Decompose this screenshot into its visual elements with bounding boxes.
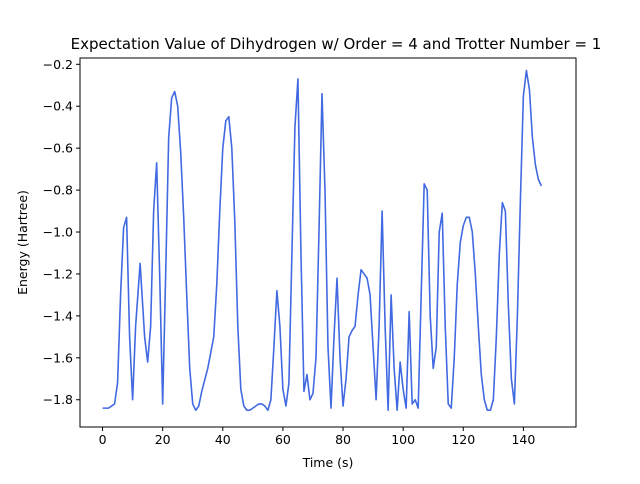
series-layer [102,69,543,412]
y-tick-label: −0.4 [43,99,73,114]
y-tick-label: −1.8 [43,392,73,407]
x-tick-label: 80 [335,432,351,447]
x-tick-label: 0 [99,432,107,447]
x-tick-label: 40 [215,432,231,447]
y-tick-label: −0.6 [43,141,73,156]
y-tick-label: −0.2 [43,57,73,72]
x-tick-label: 60 [275,432,291,447]
y-tick-label: −1.4 [43,308,73,323]
y-tick-label: −0.8 [43,183,73,198]
x-tick-label: 20 [155,432,171,447]
x-axis: 0 20 40 60 80 100 120 140 [99,427,535,447]
series-line-0 [102,69,543,412]
x-tick-label: 140 [511,432,535,447]
y-tick-label: −1.2 [43,266,73,281]
y-tick-label: −1.6 [43,350,73,365]
x-tick-label: 120 [451,432,475,447]
y-tick-label: −1.0 [43,225,73,240]
x-tick-label: 100 [391,432,415,447]
chart-title: Expectation Value of Dihydrogen w/ Order… [71,35,602,53]
x-axis-label: Time (s) [302,455,354,470]
y-axis-label: Energy (Hartree) [15,190,30,295]
y-axis: −1.8 −1.6 −1.4 −1.2 −1.0 −0.8 −0.6 −0.4 −0.2 [43,57,80,407]
plot-area-frame [79,57,577,428]
